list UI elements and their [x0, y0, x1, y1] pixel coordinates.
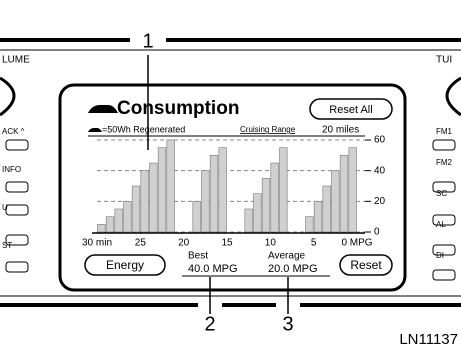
- bar: [340, 155, 348, 232]
- bar: [280, 148, 288, 232]
- panel-label: LUME: [2, 55, 30, 66]
- y-tick-label: 20: [374, 196, 386, 207]
- bar: [210, 155, 218, 232]
- bar: [167, 140, 175, 232]
- bar: [158, 148, 166, 232]
- figure-id: LN11137: [399, 331, 458, 348]
- button-label: FM2: [436, 158, 453, 167]
- left-buttons: ACK ^ INFO U ST: [2, 127, 25, 250]
- right-buttons: FM1 FM2 SC AL DI: [436, 127, 453, 260]
- bar: [254, 194, 262, 232]
- regen-note: =50Wh Regenerated: [102, 124, 185, 134]
- average-label: Average: [268, 251, 306, 262]
- bar: [106, 217, 114, 232]
- bar: [141, 171, 149, 232]
- button-label: FM1: [436, 127, 453, 136]
- illustration: LUME TUI ACK ^ INFO U ST FM1 FM2 SC AL DI Consu…: [0, 0, 461, 353]
- best-label: Best: [188, 251, 208, 262]
- bar: [115, 209, 123, 232]
- x-tick-label: 0 MPG: [341, 238, 372, 249]
- bar: [262, 178, 270, 232]
- bar: [150, 163, 158, 232]
- button-label: SC: [436, 189, 447, 198]
- button-label: ACK ^: [2, 127, 25, 136]
- bar: [98, 224, 106, 232]
- y-tick-label: 0: [374, 227, 380, 238]
- screen-title: Consumption: [117, 98, 239, 119]
- button-label: ST: [2, 241, 12, 250]
- bar: [219, 148, 227, 232]
- range-value: 20 miles: [322, 125, 359, 136]
- button-label: Energy: [106, 258, 144, 272]
- callout: 2: [204, 313, 215, 335]
- range-label: Cruising Range: [240, 125, 296, 134]
- callout: 3: [282, 313, 293, 335]
- button-label: INFO: [2, 165, 21, 174]
- bar: [323, 186, 331, 232]
- x-tick-label: 25: [135, 238, 147, 249]
- x-tick-label: 5: [311, 238, 317, 249]
- bar: [271, 163, 279, 232]
- y-tick-label: 40: [374, 165, 386, 176]
- y-tick-label: 60: [374, 135, 386, 146]
- bar: [124, 201, 132, 232]
- bar: [306, 217, 314, 232]
- bar: [132, 186, 140, 232]
- x-tick-label: 10: [265, 238, 277, 249]
- bar: [193, 201, 201, 232]
- bar: [332, 171, 340, 232]
- button-label: Reset: [350, 258, 382, 272]
- average-value: 20.0 MPG: [268, 263, 318, 275]
- x-tick-label: 30 min: [82, 238, 112, 249]
- button-label: Reset All: [329, 104, 372, 116]
- x-tick-label: 15: [221, 238, 233, 249]
- bar: [314, 201, 322, 232]
- bar: [349, 148, 357, 232]
- button-label: DI: [436, 251, 444, 260]
- bar: [245, 209, 253, 232]
- button-label: U: [2, 203, 8, 212]
- panel-label: TUI: [436, 55, 452, 66]
- button-label: AL: [436, 220, 446, 229]
- callout: 1: [142, 30, 153, 52]
- x-tick-label: 20: [178, 238, 190, 249]
- bar: [202, 171, 210, 232]
- best-value: 40.0 MPG: [188, 263, 238, 275]
